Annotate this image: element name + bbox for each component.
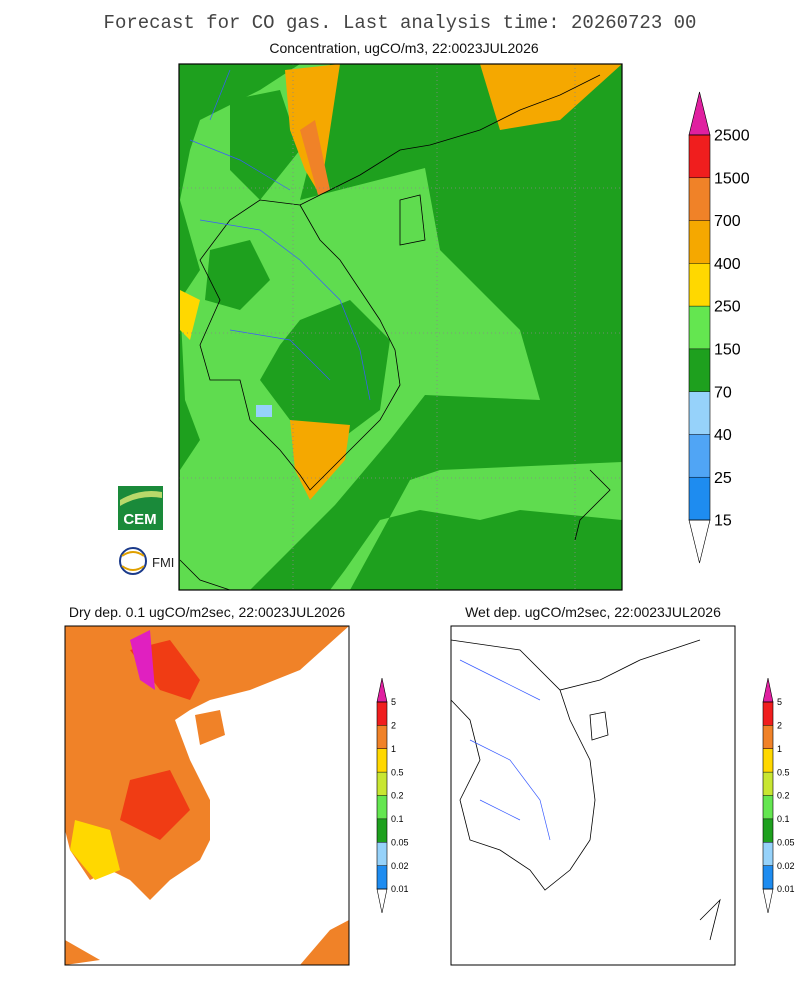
main-map [178,63,623,591]
colorbar-label: 40 [714,427,732,444]
colorbar-label: 0.01 [391,884,409,894]
colorbar-segment [689,220,710,264]
colorbar-segment [377,748,387,773]
colorbar-segment [377,842,387,866]
colorbar-segment [689,391,710,435]
map-frame [64,625,350,966]
page-title: Forecast for CO gas. Last analysis time:… [104,12,697,34]
rivers [189,69,371,401]
colorbar-segment [689,135,710,178]
colorbar-segment [377,818,387,843]
colorbar-label: 2 [391,721,396,731]
sea [451,626,735,965]
colorbar-segment [377,772,387,796]
fmi-logo: FMI [119,547,174,575]
colorbar-segment [689,434,710,478]
colorbar-segment [377,865,387,889]
wet-map-title: Wet dep. ugCO/m2sec, 22:0023JUL2026 [465,604,721,620]
patch [230,90,300,200]
high [480,64,622,130]
colorbar-segment [377,795,387,819]
colorbar-segment [377,702,387,726]
colorbar-label: 1500 [714,170,750,187]
colorbar-top [688,91,711,136]
colorbar-segment [689,348,710,392]
colorbar-label: 0.05 [391,837,409,847]
colorbar-bottom [762,888,774,914]
high [300,120,330,195]
colorbar-segment [689,306,710,349]
patch [205,240,270,310]
colorbar-label: 0.1 [391,814,404,824]
colorbar-label: 0.5 [391,767,404,777]
colorbar-segment [763,818,773,843]
coastline [179,74,611,591]
land [65,626,349,900]
colorbar-segment [763,865,773,889]
colorbar-segment [763,725,773,749]
high [290,420,350,500]
colorbar-label: 2 [777,721,782,731]
logo-text: CEM [123,511,156,528]
colorbar-label: 5 [391,697,396,707]
colorbar-label: 250 [714,299,741,316]
high [120,770,190,840]
colorbar-label: 15 [714,513,732,530]
colorbar-label: 700 [714,213,741,230]
colorbar-label: 0.2 [391,791,404,801]
colorbar-bottom [688,519,711,564]
colorbar-label: 25 [714,470,732,487]
colorbar-label: 0.02 [391,861,409,871]
land [65,940,100,965]
colorbar-segment [763,748,773,773]
colorbar-segment [763,772,773,796]
logo-text: FMI [152,555,174,570]
colorbar-segment [763,795,773,819]
colorbar-label: 0.5 [777,767,790,777]
colorbar-top [762,677,774,703]
island [195,710,225,745]
dry-map-title: Dry dep. 0.1 ugCO/m2sec, 22:0023JUL2026 [69,604,345,620]
rivers [459,659,551,841]
colorbar-label: 1 [391,744,396,754]
land [300,920,349,965]
colorbar-label: 0.02 [777,861,795,871]
colorbar-segment [689,263,710,307]
colorbar-segment [689,177,710,221]
colorbar-label: 0.1 [777,814,790,824]
colorbar-label: 5 [777,697,782,707]
colorbar-label: 0.05 [777,837,795,847]
map-frame [450,625,736,966]
colorbar-label: 1 [777,744,782,754]
colorbar-label: 0.2 [777,791,790,801]
high [70,820,120,880]
colorbar-segment [763,702,773,726]
lake [256,405,272,417]
coastline [450,639,721,941]
colorbar-segment [689,477,710,520]
logo-circle [119,547,147,575]
colorbar-label: 70 [714,384,732,401]
patch [260,300,390,440]
colorbar-top [376,677,388,703]
cem-logo: CEM [118,486,163,530]
colorbar-segment [763,842,773,866]
colorbar-label: 150 [714,341,741,358]
colorbar-segment [377,725,387,749]
main-map-title: Concentration, ugCO/m3, 22:0023JUL2026 [269,40,538,56]
colorbar-label: 0.01 [777,884,795,894]
dry-map [64,625,350,966]
land-low [180,64,622,590]
colorbar-label: 2500 [714,128,750,145]
wet-map [450,625,736,966]
colorbar-label: 400 [714,256,741,273]
logo-waves [121,551,145,571]
high [180,290,200,340]
high [130,630,155,690]
map-frame [178,63,623,591]
colorbar-bottom [376,888,388,914]
logo-swoosh [120,491,162,506]
